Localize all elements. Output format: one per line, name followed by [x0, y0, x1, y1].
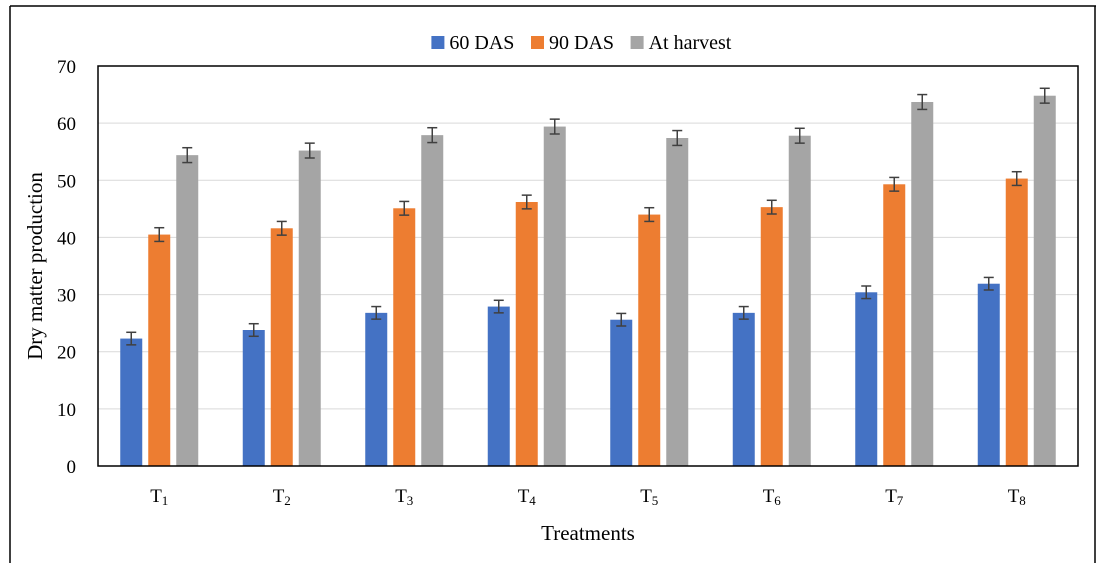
bar	[421, 135, 444, 466]
bar	[242, 330, 265, 466]
y-tick-labels: 0 10 20 30 40 50 60 70	[57, 57, 76, 478]
legend: 60 DAS 90 DAS At harvest	[431, 32, 732, 54]
bar	[638, 214, 661, 466]
legend-swatch	[630, 36, 644, 49]
bar	[911, 102, 934, 466]
legend-swatch	[431, 36, 445, 49]
bar	[148, 234, 171, 466]
y-tick-label: 40	[57, 228, 76, 249]
legend-label: At harvest	[649, 32, 732, 54]
x-tick-label: T3	[395, 486, 413, 508]
bar	[855, 292, 878, 466]
x-tick-label: T8	[1008, 486, 1026, 508]
y-tick-label: 0	[67, 457, 77, 478]
error-bars	[126, 87, 1050, 346]
bar	[666, 138, 689, 466]
bar	[487, 306, 510, 466]
legend-label: 60 DAS	[449, 32, 514, 54]
bar	[543, 126, 566, 467]
bar	[120, 338, 143, 466]
bar	[883, 184, 906, 467]
bar	[365, 312, 388, 466]
bar	[176, 155, 199, 466]
bars	[120, 95, 1056, 467]
y-tick-label: 30	[57, 286, 76, 307]
legend-swatch	[531, 36, 544, 49]
y-tick-label: 20	[57, 343, 76, 364]
y-axis-title: Dry matter production	[23, 172, 47, 360]
plot-area-border	[97, 65, 1079, 467]
y-tick-label: 70	[57, 57, 76, 78]
bar	[760, 207, 783, 466]
x-tick-label: T2	[273, 486, 291, 508]
bar	[270, 228, 293, 466]
y-tick-label: 10	[57, 400, 76, 421]
y-tick-label: 50	[57, 171, 76, 192]
bar	[1033, 95, 1056, 466]
bar	[788, 135, 811, 466]
x-tick-label: T5	[640, 486, 658, 508]
bar	[1005, 178, 1028, 467]
x-tick-label: T7	[885, 486, 904, 508]
x-tick-labels: T1 T2 T3 T4 T5 T6 T7 T8	[150, 486, 1026, 508]
y-tick-label: 60	[57, 114, 76, 135]
bar	[732, 312, 755, 466]
bar	[515, 202, 538, 466]
legend-label: 90 DAS	[549, 32, 614, 54]
x-tick-label: T4	[518, 486, 537, 508]
bar	[393, 208, 416, 467]
x-axis-title: Treatments	[541, 521, 635, 545]
bar	[610, 319, 633, 466]
bar	[298, 150, 321, 467]
x-tick-label: T6	[763, 486, 782, 508]
bar	[977, 283, 1000, 466]
x-tick-label: T1	[150, 486, 168, 508]
